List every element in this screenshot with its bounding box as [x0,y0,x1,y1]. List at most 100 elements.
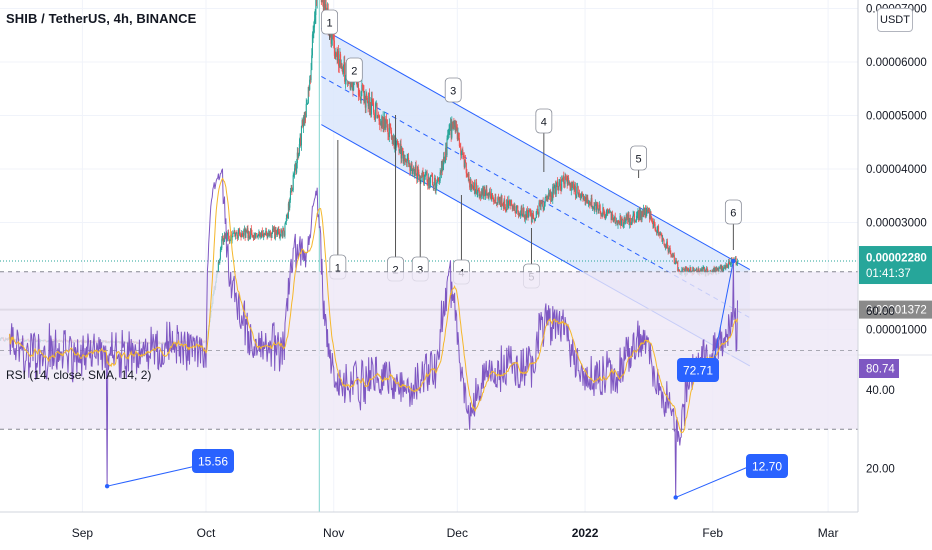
candle-body [435,186,437,192]
level-price-label[interactable]: 0.00001372 [866,305,927,317]
wave-label-bottom-3[interactable]: 3 [417,265,423,277]
candle-body [510,200,512,206]
candle-body [368,93,370,107]
candle-body [279,236,281,239]
candle-body [454,121,456,132]
candle-body [649,211,651,220]
candle-body [480,191,482,197]
candle-body [557,181,559,188]
candle-body [613,217,615,222]
candle-body [335,53,337,57]
candle-body [432,176,434,186]
candle-body [313,27,315,34]
candle-body [335,53,338,55]
last-price-label[interactable]: 0.00002280 [866,253,927,265]
rsi-callout-12-70[interactable]: 12.70 [752,460,782,474]
candle-body [581,193,583,195]
candle-body [388,134,390,138]
wave-label-bottom-1[interactable]: 1 [335,263,341,275]
candle-body [589,204,592,206]
rsi-title[interactable]: RSI (14, close, SMA, 14, 2) [6,368,152,382]
rsi-anchor-dot [104,483,110,489]
candle-body [478,190,480,197]
candle-body [366,93,368,98]
candle-body [237,231,239,239]
candle-body [257,235,259,237]
candle-body [411,164,413,175]
wave-label-top-4[interactable]: 4 [541,117,547,129]
symbol-title[interactable]: SHIB / TetherUS, 4h, BINANCE [6,11,197,26]
candle-body [406,158,408,163]
candle-body [456,125,458,128]
candle-body [456,127,458,140]
rsi-trendline[interactable] [675,466,749,498]
candle-body [309,79,311,81]
wave-label-bottom-2[interactable]: 2 [392,265,398,277]
candle-body [585,196,587,202]
wave-label-top-2[interactable]: 2 [351,66,357,78]
candle-body [258,231,260,236]
candle-body [420,177,422,182]
wave-label-top-3[interactable]: 3 [450,86,456,98]
rsi-callout-72-71[interactable]: 72.71 [683,364,713,378]
candle-body [218,262,220,264]
candle-body [289,190,292,201]
channel-upper-line[interactable] [321,27,751,271]
candle-body [684,267,686,275]
candle-body [726,265,728,267]
candle-body [628,214,630,225]
candle-body [248,231,250,239]
candle-body [285,218,287,222]
candle-body [660,233,662,235]
candle-body [672,255,674,257]
candle-body [263,233,265,235]
candle-body [542,201,544,209]
candle-body [730,260,732,265]
candle-body [474,191,476,195]
currency-badge[interactable]: USDT [877,8,913,32]
candle-body [447,133,449,135]
candle-body [322,0,324,2]
candle-body [395,143,397,148]
candle-body [639,209,641,219]
wave-label-top-5[interactable]: 5 [636,154,642,166]
candle-body [687,268,689,271]
candle-body [398,147,400,152]
candle-body [695,268,697,271]
candle-body [532,213,534,215]
candle-body [268,233,270,236]
candle-body [440,160,443,174]
wave-label-top-1[interactable]: 1 [327,18,333,30]
rsi-axis-label: 20.00 [866,464,895,476]
candle-body [465,160,467,164]
candle-body [554,185,556,187]
rsi-last-value[interactable]: 80.74 [866,364,895,376]
candle-body [270,233,272,239]
candle-body [734,258,736,260]
candle-body [431,174,433,177]
candle-body [526,209,528,218]
time-axis-label: Mar [818,526,839,540]
candle-body [579,195,581,198]
rsi-line [9,168,738,498]
candle-body [657,226,660,236]
candle-body [519,214,522,216]
candle-body [670,253,672,255]
candle-body [267,233,270,236]
candle-body [454,121,456,128]
candle-body [351,81,353,84]
rsi-callout-15-56[interactable]: 15.56 [198,455,228,469]
candle-body [633,213,636,222]
candle-body [645,211,647,218]
candle-body [492,195,494,200]
candle-body [642,208,644,217]
candle-body [571,183,573,188]
candle-body [422,171,424,177]
candle-body [269,232,272,234]
candle-body [444,160,446,162]
candle-body [592,206,594,208]
candle-body [725,265,728,267]
wave-label-top-6[interactable]: 6 [730,208,736,220]
candle-body [658,232,660,236]
